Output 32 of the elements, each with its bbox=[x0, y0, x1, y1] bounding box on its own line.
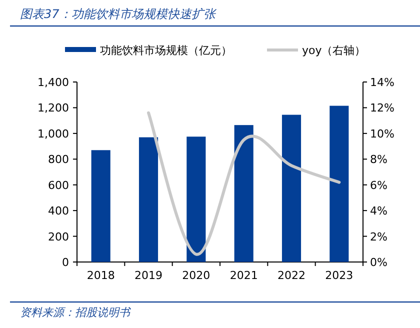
y2-tick-label: 0% bbox=[370, 256, 388, 269]
bar bbox=[330, 106, 349, 262]
x-tick-label: 2020 bbox=[182, 269, 210, 282]
y-tick-label: 400 bbox=[48, 204, 69, 218]
x-tick-label: 2018 bbox=[86, 269, 115, 282]
y2-tick-label: 4% bbox=[370, 204, 388, 218]
bar bbox=[234, 125, 254, 262]
bar bbox=[91, 150, 110, 262]
bar bbox=[138, 137, 158, 262]
y-tick-label: 800 bbox=[48, 153, 69, 166]
legend-label: yoy（右轴） bbox=[302, 44, 366, 57]
chart-title: 图表37：功能饮料市场规模快速扩张 bbox=[20, 7, 218, 21]
bar bbox=[282, 114, 302, 262]
y-tick-label: 200 bbox=[48, 230, 69, 244]
y-tick-label: 600 bbox=[48, 178, 69, 192]
y2-tick-label: 8% bbox=[370, 153, 388, 166]
y2-tick-label: 6% bbox=[370, 178, 388, 192]
bar bbox=[186, 136, 206, 262]
text: 资料来源：招股说明书 bbox=[20, 306, 132, 319]
y-tick-label: 1,200 bbox=[38, 102, 69, 115]
x-tick-label: 2023 bbox=[325, 269, 354, 282]
x-tick-label: 2019 bbox=[134, 269, 162, 282]
x-tick-label: 2021 bbox=[230, 269, 258, 282]
legend-label: 功能饮料市场规模（亿元） bbox=[100, 44, 232, 57]
y2-tick-label: 2% bbox=[370, 230, 388, 244]
y-tick-label: 1,400 bbox=[38, 76, 69, 89]
y2-tick-label: 12% bbox=[370, 102, 394, 115]
x-tick-label: 2022 bbox=[278, 269, 306, 282]
y-tick-label: 0 bbox=[62, 256, 69, 269]
y2-tick-label: 10% bbox=[370, 127, 394, 140]
y2-tick-label: 14% bbox=[370, 76, 394, 89]
y-tick-label: 1,000 bbox=[38, 127, 69, 140]
